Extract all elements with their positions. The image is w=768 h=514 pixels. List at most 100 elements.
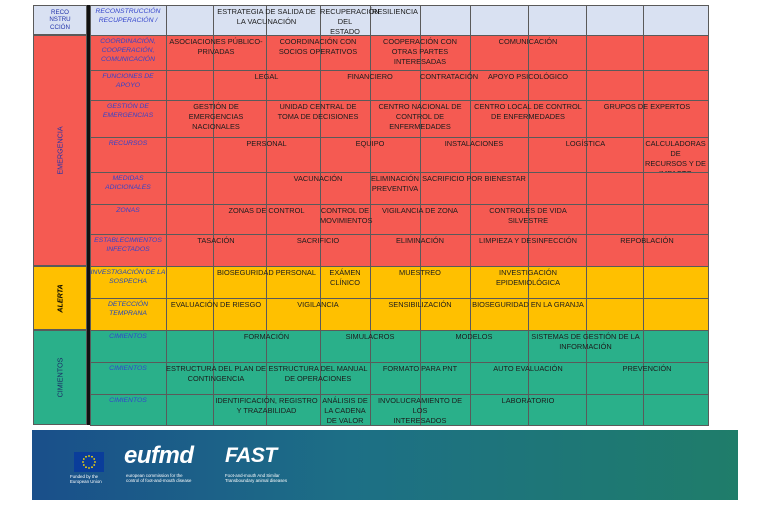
row-label-reconstruccion: RECONSTRUCCIÓN RECUPERACIÓN / (95, 8, 161, 24)
activity-cimientos2-3: AUTO EVALUACIÓN (493, 364, 563, 373)
activity-funciones-2: CONTRATACIÓN (420, 72, 479, 81)
row-label-medidas: MEDIDAS ADICIONALES (105, 175, 151, 191)
row-label-cimientos2: CIMIENTOS (109, 365, 147, 372)
row-label-recursos: RECURSOS (108, 140, 148, 147)
activity-cimientos3-3: LABORATORIO (501, 396, 555, 405)
row-band (90, 35, 708, 70)
activity-deteccion-3: BIOSEGURIDAD EN LA GRANJA (472, 300, 584, 309)
activity-coordinacion-3: COMUNICACIÓN (498, 37, 558, 46)
activity-funciones-0: LEGAL (254, 72, 279, 81)
grid-cell (586, 70, 644, 101)
grid-cell (166, 204, 214, 235)
grid-cell (643, 204, 709, 235)
grid-cell (643, 298, 709, 331)
fast-logo: FAST (225, 444, 277, 467)
eufmd-logo: eufmd (124, 442, 194, 469)
section-foundation-label: CIMIENTOS (55, 357, 65, 398)
activity-zonas-2: VIGILANCIA DE ZONA (382, 206, 458, 215)
section-reconstruction-label: RECO NSTRU CCIÓN (49, 8, 71, 31)
eufmd-caption: european commission for the control of f… (126, 473, 192, 484)
grid-cell (586, 35, 644, 71)
row-label-establecimientos: ESTABLECIMIENTOS INFECTADOS (94, 237, 162, 253)
activity-gestion-1: UNIDAD CENTRAL DE TOMA DE DECISIONES (277, 102, 359, 121)
grid-cell (586, 172, 644, 205)
section-alert-label: ALERTA (55, 283, 65, 313)
row-label-coordinacion: COORDINACIÓN, COOPERACIÓN, COMUNICACIÓN (100, 38, 156, 63)
grid-cell (586, 298, 644, 331)
activity-cimientos1-0: FORMACIÓN (243, 332, 290, 341)
grid-cell (166, 172, 214, 205)
activity-recursos-2: INSTALACIONES (444, 139, 504, 148)
footer-banner: Funded by the European Union eufmd europ… (32, 430, 738, 500)
eu-funding-caption: Funded by the European Union (70, 474, 102, 485)
activity-cimientos2-2: FORMATO PARA PNT (382, 364, 458, 373)
activity-cimientos2-4: PREVENCIÓN (622, 364, 672, 373)
section-emergency-label: EMERGENCIA (55, 126, 65, 175)
column-divider (87, 5, 90, 425)
grid-cell (586, 266, 644, 299)
activity-cimientos3-0: IDENTIFICACIÓN, REGISTRO Y TRAZABILIDAD (215, 396, 318, 415)
activity-zonas-0: ZONAS DE CONTROL (228, 206, 305, 215)
grid-cell (643, 35, 709, 71)
row-band (90, 70, 708, 100)
grid-cell (528, 172, 587, 205)
activity-gestion-2: CENTRO NACIONAL DE CONTROL DE ENFERMEDAD… (378, 102, 462, 131)
grid-cell (643, 394, 709, 426)
activity-investigacion-1: EXÁMEN CLÍNICO (329, 268, 361, 287)
activity-reconstruccion-0: ESTRATEGIA DE SALIDA DE LA VACUNACIÓN (217, 7, 316, 26)
activity-deteccion-1: VIGILANCIA (297, 300, 339, 309)
section-alert: ALERTA (33, 266, 87, 330)
grid-cell (420, 5, 471, 36)
row-band (90, 204, 708, 234)
row-band (90, 330, 708, 362)
section-reconstruction: RECO NSTRU CCIÓN (33, 5, 87, 35)
grid-cell (643, 266, 709, 299)
activity-cimientos1-1: SIMULACROS (345, 332, 395, 341)
row-label-zonas: ZONAS (116, 207, 140, 214)
row-band (90, 362, 708, 394)
row-band (90, 172, 708, 204)
activity-medidas-2: SACRIFICIO POR BIENESTAR (422, 174, 526, 183)
activity-cimientos3-1: ANÁLISIS DE LA CADENA DE VALOR (322, 396, 368, 425)
activity-gestion-4: GRUPOS DE EXPERTOS (603, 102, 691, 111)
activity-medidas-0: VACUNACIÓN (293, 174, 343, 183)
grid-cell (166, 137, 214, 173)
activity-establecimientos-0: TASACIÓN (197, 236, 235, 245)
row-label-funciones: FUNCIONES DE APOYO (102, 73, 154, 89)
activity-recursos-3: LOGÍSTICA (565, 139, 606, 148)
activity-coordinacion-2: COOPERACIÓN CON OTRAS PARTES INTERESADAS (383, 37, 457, 66)
row-band (90, 394, 708, 425)
grid-cell (643, 5, 709, 36)
grid-cell (470, 5, 529, 36)
activity-zonas-1: CONTROL DE MOVIMIENTOS (320, 206, 373, 225)
activity-funciones-3: APOYO PSICOLÓGICO (487, 72, 569, 81)
activity-investigacion-0: BIOSEGURIDAD PERSONAL (217, 268, 316, 277)
row-label-investigacion: INVESTIGACIÓN DE LA SOSPECHA (90, 269, 166, 285)
grid-cell (166, 330, 214, 363)
activity-gestion-3: CENTRO LOCAL DE CONTROL DE ENFERMEDADES (474, 102, 582, 121)
activity-cimientos3-2: INVOLUCRAMIENTO DE LOS INTERESADOS (377, 396, 463, 425)
grid-cell (643, 172, 709, 205)
eu-flag-icon (74, 452, 104, 472)
activity-investigacion-3: INVESTIGACIÓN EPIDEMIOLÓGICA (495, 268, 561, 287)
grid-cell (586, 5, 644, 36)
grid-cell (213, 172, 267, 205)
grid-cell (166, 266, 214, 299)
row-band (90, 298, 708, 330)
grid-cell (166, 70, 214, 101)
row-band (90, 234, 708, 266)
activity-coordinacion-0: ASOCIACIONES PÚBLICO- PRIVADAS (169, 37, 263, 56)
row-label-deteccion: DETECCIÓN TEMPRANA (107, 301, 149, 317)
activity-establecimientos-2: ELIMINACIÓN (395, 236, 445, 245)
fmd-contingency-diagram: RECO NSTRU CCIÓN EMERGENCIA ALERTA CIMIENTO… (33, 5, 709, 426)
activity-funciones-1: FINANCIERO (347, 72, 393, 81)
grid-cell (643, 70, 709, 101)
activity-gestion-0: GESTIÓN DE EMERGENCIAS NACIONALES (188, 102, 244, 131)
activity-cimientos2-0: ESTRUCTURA DEL PLAN DE CONTINGENCIA (166, 364, 266, 383)
activity-deteccion-0: EVALUACIÓN DE RIESGO (170, 300, 262, 309)
grid-cell (643, 330, 709, 363)
activity-medidas-1: ELIMINACIÓN PREVENTIVA (370, 174, 420, 193)
row-band (90, 137, 708, 172)
activity-cimientos1-3: SISTEMAS DE GESTIÓN DE LA INFORMACIÓN (531, 332, 640, 351)
activity-recursos-0: PERSONAL (246, 139, 287, 148)
